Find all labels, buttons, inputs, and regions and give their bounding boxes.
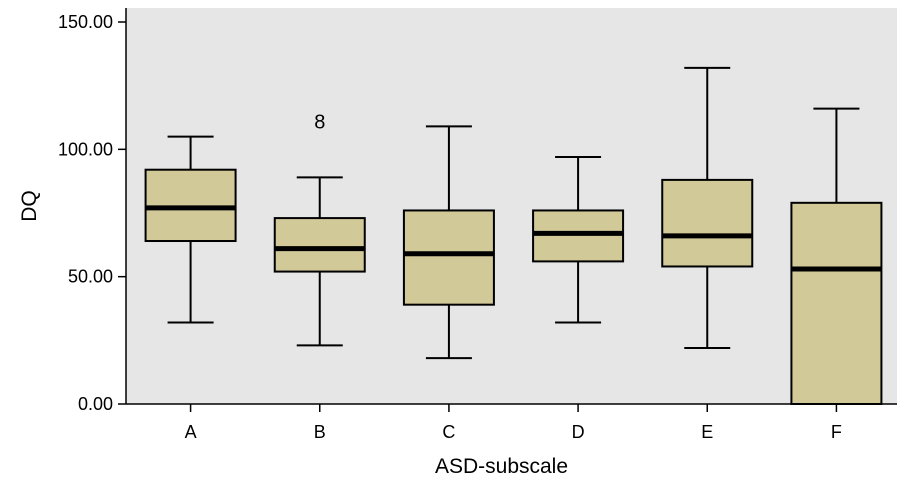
- outlier-label: 8: [314, 111, 325, 133]
- x-tick-label: E: [701, 422, 713, 442]
- x-tick-label: B: [314, 422, 326, 442]
- x-axis: A B C D E F: [126, 403, 897, 442]
- x-tick-label: C: [442, 422, 455, 442]
- y-tick-label: 100.00: [58, 139, 113, 159]
- box-a: [144, 135, 237, 324]
- x-tick-label: D: [572, 422, 585, 442]
- box-e: [661, 66, 754, 349]
- box-c: [402, 125, 495, 360]
- box-iqr: [144, 168, 237, 243]
- y-tick-label: 150.00: [58, 12, 113, 32]
- y-tick-label: 0.00: [78, 394, 113, 414]
- box-iqr: [402, 209, 495, 306]
- plot-area: [126, 8, 897, 404]
- box-iqr: [661, 178, 754, 268]
- box-iqr: [273, 217, 366, 273]
- box-b: [273, 176, 366, 347]
- x-tick-label: F: [831, 422, 842, 442]
- y-axis: 0.00 50.00 100.00 150.00: [58, 8, 127, 414]
- box-iqr: [790, 201, 883, 405]
- box-d: [532, 155, 625, 324]
- box-iqr: [532, 209, 625, 263]
- boxes-layer: [144, 66, 883, 405]
- outliers-layer: 8: [314, 111, 325, 133]
- x-axis-title: ASD-subscale: [435, 455, 568, 478]
- y-tick-label: 50.00: [68, 267, 113, 287]
- x-tick-label: A: [185, 422, 197, 442]
- box-f: [790, 107, 883, 405]
- y-axis-title: DQ: [18, 190, 41, 222]
